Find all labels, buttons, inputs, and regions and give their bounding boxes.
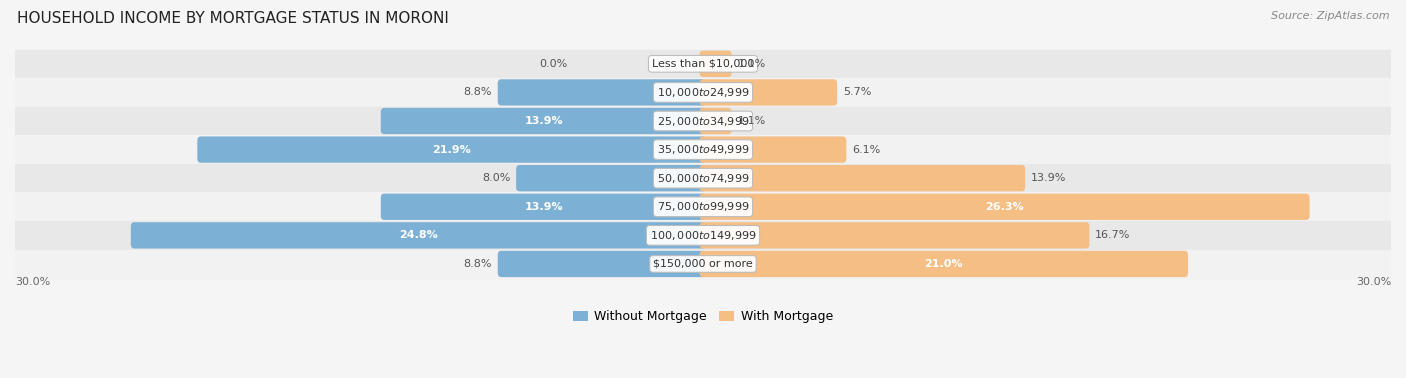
Bar xyxy=(15,221,1391,249)
Text: 8.0%: 8.0% xyxy=(482,173,510,183)
FancyBboxPatch shape xyxy=(197,136,706,163)
Text: 30.0%: 30.0% xyxy=(15,277,51,287)
Text: 13.9%: 13.9% xyxy=(524,202,562,212)
FancyBboxPatch shape xyxy=(381,194,706,220)
Text: 5.7%: 5.7% xyxy=(842,87,872,98)
Text: $50,000 to $74,999: $50,000 to $74,999 xyxy=(657,172,749,185)
Text: HOUSEHOLD INCOME BY MORTGAGE STATUS IN MORONI: HOUSEHOLD INCOME BY MORTGAGE STATUS IN M… xyxy=(17,11,449,26)
Bar xyxy=(15,192,1391,221)
FancyBboxPatch shape xyxy=(381,108,706,134)
FancyBboxPatch shape xyxy=(700,136,846,163)
Text: $10,000 to $24,999: $10,000 to $24,999 xyxy=(657,86,749,99)
FancyBboxPatch shape xyxy=(700,251,1188,277)
Text: 1.1%: 1.1% xyxy=(737,116,766,126)
Text: 21.0%: 21.0% xyxy=(925,259,963,269)
FancyBboxPatch shape xyxy=(131,222,706,248)
Text: 1.1%: 1.1% xyxy=(737,59,766,69)
Bar xyxy=(15,249,1391,278)
Legend: Without Mortgage, With Mortgage: Without Mortgage, With Mortgage xyxy=(568,305,838,328)
FancyBboxPatch shape xyxy=(700,108,731,134)
FancyBboxPatch shape xyxy=(700,194,1309,220)
FancyBboxPatch shape xyxy=(516,165,706,191)
FancyBboxPatch shape xyxy=(700,222,1090,248)
Text: $35,000 to $49,999: $35,000 to $49,999 xyxy=(657,143,749,156)
Text: 0.0%: 0.0% xyxy=(540,59,568,69)
Text: $75,000 to $99,999: $75,000 to $99,999 xyxy=(657,200,749,213)
Text: 6.1%: 6.1% xyxy=(852,145,880,155)
Text: 8.8%: 8.8% xyxy=(464,259,492,269)
Text: 26.3%: 26.3% xyxy=(986,202,1024,212)
FancyBboxPatch shape xyxy=(700,79,837,105)
Bar xyxy=(15,50,1391,78)
FancyBboxPatch shape xyxy=(498,251,706,277)
FancyBboxPatch shape xyxy=(700,165,1025,191)
Text: Less than $10,000: Less than $10,000 xyxy=(652,59,754,69)
Text: 13.9%: 13.9% xyxy=(524,116,562,126)
FancyBboxPatch shape xyxy=(700,51,731,77)
Text: $100,000 to $149,999: $100,000 to $149,999 xyxy=(650,229,756,242)
Text: $150,000 or more: $150,000 or more xyxy=(654,259,752,269)
Text: 21.9%: 21.9% xyxy=(433,145,471,155)
Text: 30.0%: 30.0% xyxy=(1355,277,1391,287)
Text: Source: ZipAtlas.com: Source: ZipAtlas.com xyxy=(1271,11,1389,21)
Text: 24.8%: 24.8% xyxy=(399,230,439,240)
Text: 16.7%: 16.7% xyxy=(1095,230,1130,240)
FancyBboxPatch shape xyxy=(498,79,706,105)
Bar xyxy=(15,164,1391,192)
Bar xyxy=(15,107,1391,135)
Bar xyxy=(15,135,1391,164)
Bar xyxy=(15,78,1391,107)
Text: 13.9%: 13.9% xyxy=(1031,173,1066,183)
Text: 8.8%: 8.8% xyxy=(464,87,492,98)
Text: $25,000 to $34,999: $25,000 to $34,999 xyxy=(657,115,749,127)
